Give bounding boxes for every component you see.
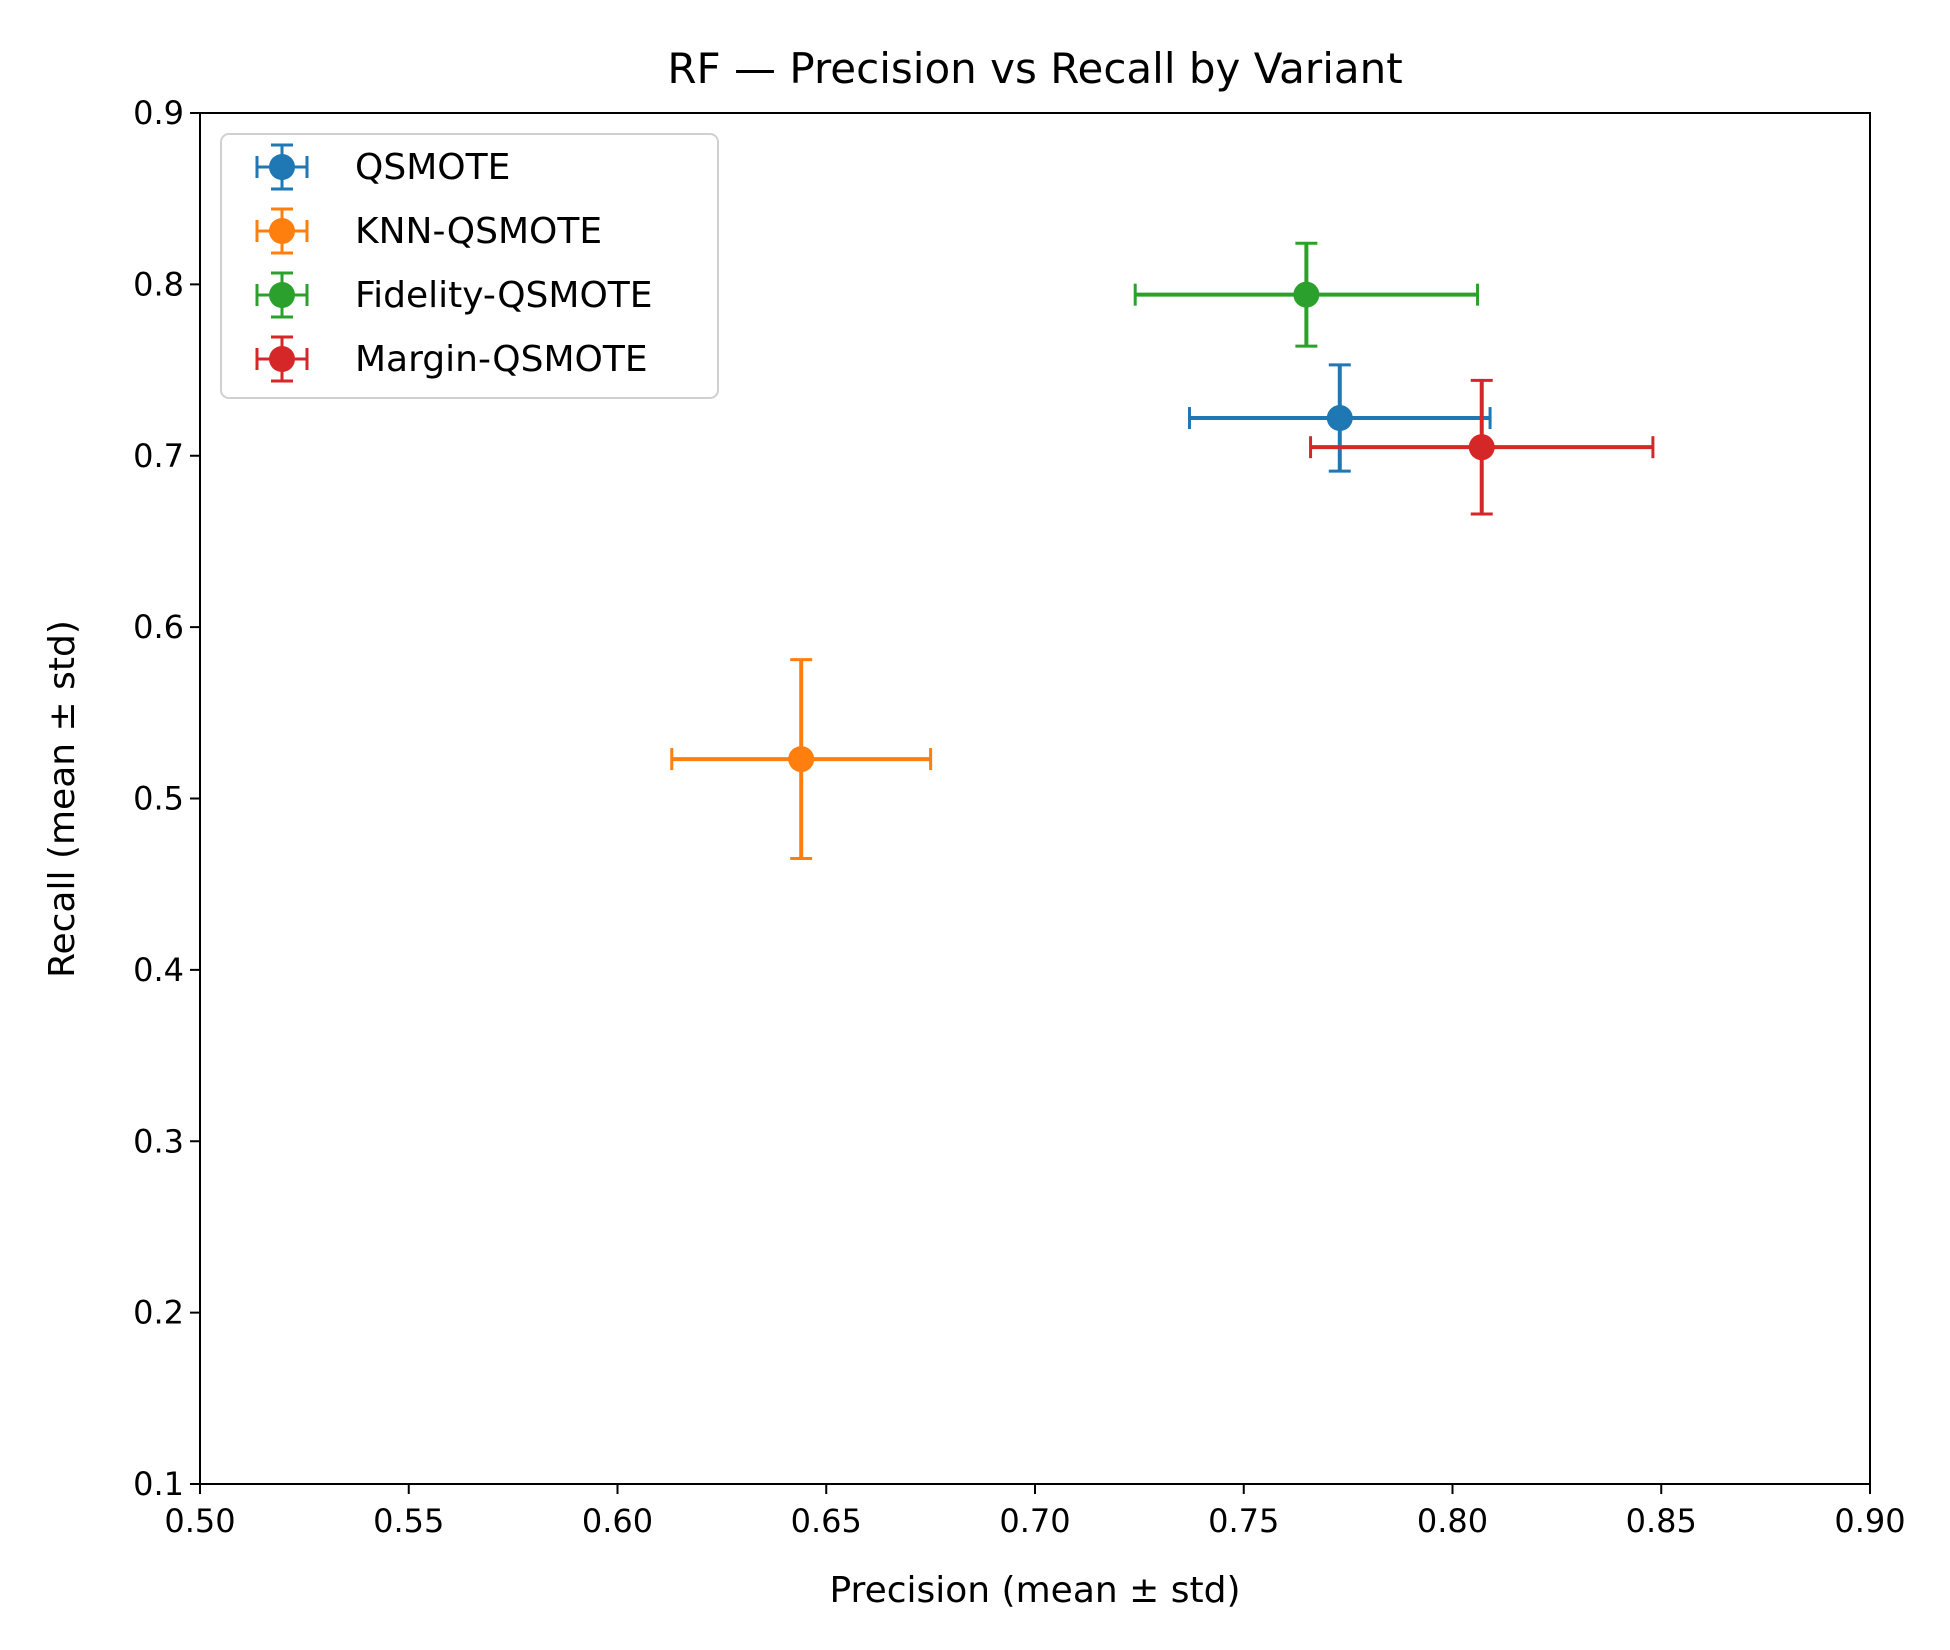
chart-title: RF — Precision vs Recall by Variant [667, 44, 1402, 93]
x-tick-label: 0.70 [999, 1502, 1070, 1540]
x-tick-label: 0.60 [582, 1502, 653, 1540]
legend-marker-3 [269, 346, 295, 372]
legend-label-2: Fidelity-QSMOTE [355, 275, 653, 316]
legend: QSMOTE KNN-QSMOTE Fidelity-QSMOTE Margin-QS… [220, 133, 719, 399]
legend-label-0: QSMOTE [355, 147, 510, 188]
data-point-2 [1293, 281, 1320, 308]
y-tick-label: 0.1 [133, 1465, 184, 1503]
y-tick-label: 0.4 [133, 951, 184, 989]
data-points [788, 281, 1495, 773]
plot-area-frame [199, 112, 1871, 1485]
y-tick-label: 0.7 [133, 437, 184, 475]
x-tick-label: 0.75 [1208, 1502, 1279, 1540]
x-tick-label: 0.85 [1626, 1502, 1697, 1540]
data-point-1 [788, 746, 815, 773]
x-tick-label: 0.65 [791, 1502, 862, 1540]
y-tick-label: 0.6 [133, 608, 184, 646]
x-tick-label: 0.55 [373, 1502, 444, 1540]
legend-box [220, 133, 719, 399]
x-axis-ticks: 0.50 0.55 0.60 0.65 0.70 0.75 0.80 0.85 0.90 [164, 1484, 1906, 1540]
data-point-0 [1326, 405, 1353, 432]
legend-items: QSMOTE KNN-QSMOTE Fidelity-QSMOTE Margin-QS… [255, 143, 653, 383]
y-tick-label: 0.3 [133, 1122, 184, 1160]
y-tick-label: 0.2 [133, 1294, 184, 1332]
x-tick-label: 0.80 [1417, 1502, 1488, 1540]
legend-marker-1 [269, 218, 295, 244]
y-tick-label: 0.5 [133, 780, 184, 818]
y-axis-label: Recall (mean ± std) [42, 620, 83, 978]
y-tick-label: 0.8 [133, 265, 184, 303]
y-axis-ticks: 0.1 0.2 0.3 0.4 0.5 0.6 0.7 0.8 0.9 [133, 94, 200, 1503]
legend-marker-2 [269, 282, 295, 308]
x-axis-label: Precision (mean ± std) [829, 1570, 1240, 1611]
x-tick-label: 0.90 [1834, 1502, 1905, 1540]
legend-marker-0 [269, 154, 295, 180]
y-tick-label: 0.9 [133, 94, 184, 132]
legend-label-1: KNN-QSMOTE [355, 211, 602, 252]
x-tick-label: 0.50 [164, 1502, 235, 1540]
legend-label-3: Margin-QSMOTE [355, 339, 648, 380]
data-point-3 [1468, 434, 1495, 461]
